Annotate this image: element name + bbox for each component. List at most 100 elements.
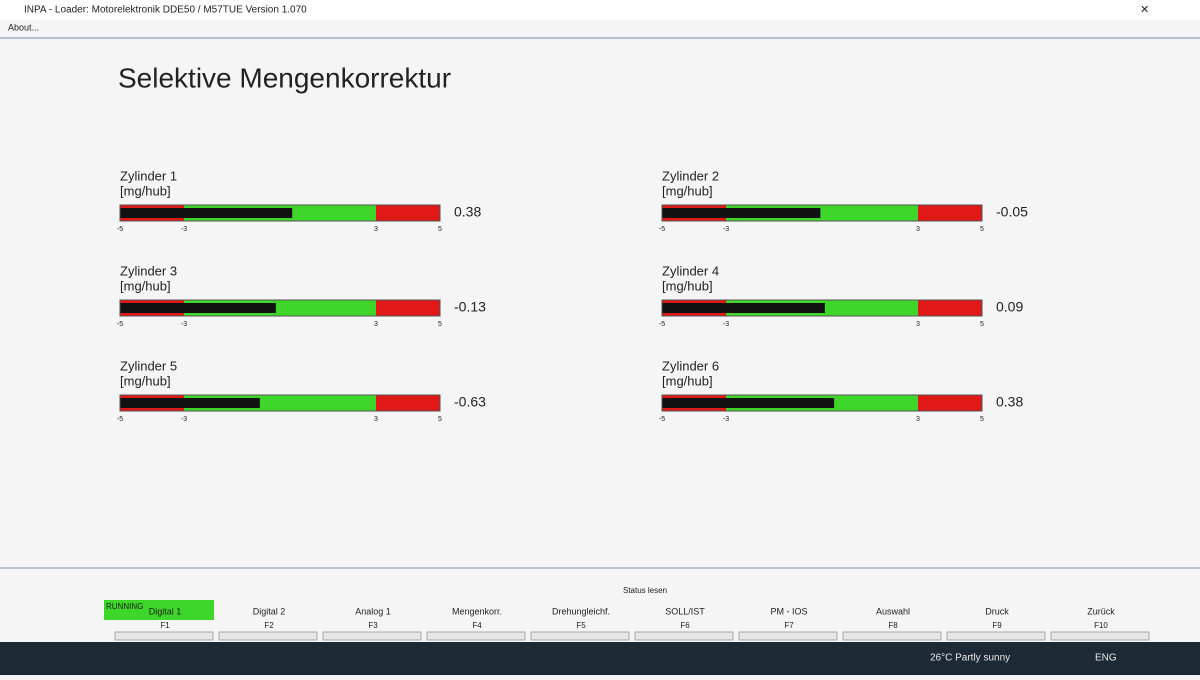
- function-button[interactable]: [322, 631, 422, 641]
- scale-tick-label: -3: [181, 416, 187, 423]
- gauge-unit: [mg/hub]: [120, 373, 171, 388]
- function-key: F5: [576, 621, 586, 630]
- scale-tick-label: 3: [916, 416, 920, 423]
- function-key: F9: [992, 621, 1002, 630]
- function-label[interactable]: Analog 1: [355, 606, 391, 616]
- function-button[interactable]: [426, 631, 526, 641]
- function-key: F8: [888, 621, 898, 630]
- function-label[interactable]: Digital 1: [149, 606, 182, 616]
- scale-tick-label: -3: [723, 226, 729, 233]
- gauge-unit: [mg/hub]: [662, 278, 713, 293]
- function-button[interactable]: [1050, 631, 1150, 641]
- gauge-frame: [119, 299, 441, 317]
- function-label[interactable]: Digital 2: [253, 606, 286, 616]
- scale-tick-label: -3: [723, 416, 729, 423]
- page-title: Selektive Mengenkorrektur: [118, 62, 451, 93]
- gauge-label: Zylinder 5: [120, 358, 177, 373]
- function-label[interactable]: Drehungleichf.: [552, 606, 610, 616]
- gauge-label: Zylinder 1: [120, 168, 177, 183]
- menu-about[interactable]: About...: [8, 22, 39, 32]
- function-label[interactable]: SOLL/IST: [665, 606, 705, 616]
- gauge-label: Zylinder 3: [120, 263, 177, 278]
- window-close[interactable]: ✕: [1140, 4, 1149, 16]
- status-indicator: [104, 600, 214, 620]
- zone-high: [376, 395, 440, 411]
- zone-high: [918, 395, 982, 411]
- function-label[interactable]: PM - IOS: [770, 606, 807, 616]
- function-key: F10: [1094, 621, 1108, 630]
- window-title: INPA - Loader: Motorelektronik DDE50 / M…: [24, 5, 307, 16]
- scale-tick-label: 3: [916, 226, 920, 233]
- function-label[interactable]: Zurück: [1087, 606, 1115, 616]
- gauge-bar: [662, 303, 825, 313]
- scale-tick-label: -5: [117, 416, 123, 423]
- scale-tick-label: 5: [438, 416, 442, 423]
- gauge-bar: [120, 208, 293, 218]
- gauge-frame: [661, 299, 983, 317]
- function-button[interactable]: [530, 631, 630, 641]
- gauge-value: -0.63: [454, 394, 486, 410]
- scale-tick-label: 5: [438, 226, 442, 233]
- function-label[interactable]: Mengenkorr.: [452, 606, 502, 616]
- scale-tick-label: 3: [916, 321, 920, 328]
- gauge-frame: [661, 204, 983, 222]
- gauge-frame: [119, 204, 441, 222]
- scale-tick-label: -5: [117, 226, 123, 233]
- scale-tick-label: 3: [374, 226, 378, 233]
- function-button[interactable]: [634, 631, 734, 641]
- function-button[interactable]: [842, 631, 942, 641]
- scale-tick-label: -5: [117, 321, 123, 328]
- scale-tick-label: -3: [181, 226, 187, 233]
- gauge-bar: [120, 303, 276, 313]
- gauge-value: 0.09: [996, 299, 1023, 315]
- gauge-bar: [662, 398, 835, 408]
- gauge-value: 0.38: [454, 204, 481, 220]
- zone-high: [918, 205, 982, 221]
- function-button[interactable]: [114, 631, 214, 641]
- taskbar-weather: 26°C Partly sunny: [930, 653, 1010, 664]
- function-button[interactable]: [946, 631, 1046, 641]
- function-key: F3: [368, 621, 378, 630]
- function-key: F4: [472, 621, 482, 630]
- taskbar: [0, 642, 1200, 675]
- gauge-label: Zylinder 2: [662, 168, 719, 183]
- scale-tick-label: 5: [980, 321, 984, 328]
- gauge-frame: [661, 394, 983, 412]
- scale-tick-label: 5: [438, 321, 442, 328]
- function-key: F1: [160, 621, 170, 630]
- gauge-unit: [mg/hub]: [662, 373, 713, 388]
- scale-tick-label: 3: [374, 416, 378, 423]
- function-label[interactable]: Druck: [985, 606, 1009, 616]
- gauge-value: -0.13: [454, 299, 486, 315]
- zone-high: [376, 205, 440, 221]
- gauge-value: 0.38: [996, 394, 1023, 410]
- scale-tick-label: -5: [659, 321, 665, 328]
- scale-tick-label: 5: [980, 416, 984, 423]
- scale-tick-label: -5: [659, 226, 665, 233]
- status-text: RUNNING: [106, 602, 143, 611]
- title-bar: [0, 0, 1200, 20]
- scale-tick-label: -5: [659, 416, 665, 423]
- scale-tick-label: 5: [980, 226, 984, 233]
- gauge-value: -0.05: [996, 204, 1028, 220]
- scale-tick-label: -3: [723, 321, 729, 328]
- gauge-unit: [mg/hub]: [662, 183, 713, 198]
- gauge-label: Zylinder 4: [662, 263, 719, 278]
- taskbar-language: ENG: [1095, 653, 1117, 664]
- zone-high: [376, 300, 440, 316]
- gauge-bar: [662, 208, 821, 218]
- zone-high: [918, 300, 982, 316]
- function-key: F2: [264, 621, 274, 630]
- gauge-label: Zylinder 6: [662, 358, 719, 373]
- function-button[interactable]: [218, 631, 318, 641]
- gauge-unit: [mg/hub]: [120, 183, 171, 198]
- function-button[interactable]: [738, 631, 838, 641]
- gauge-bar: [120, 398, 260, 408]
- gauge-frame: [119, 394, 441, 412]
- gauge-unit: [mg/hub]: [120, 278, 171, 293]
- toolbar-caption: Status lesen: [623, 586, 667, 595]
- function-label[interactable]: Auswahl: [876, 606, 910, 616]
